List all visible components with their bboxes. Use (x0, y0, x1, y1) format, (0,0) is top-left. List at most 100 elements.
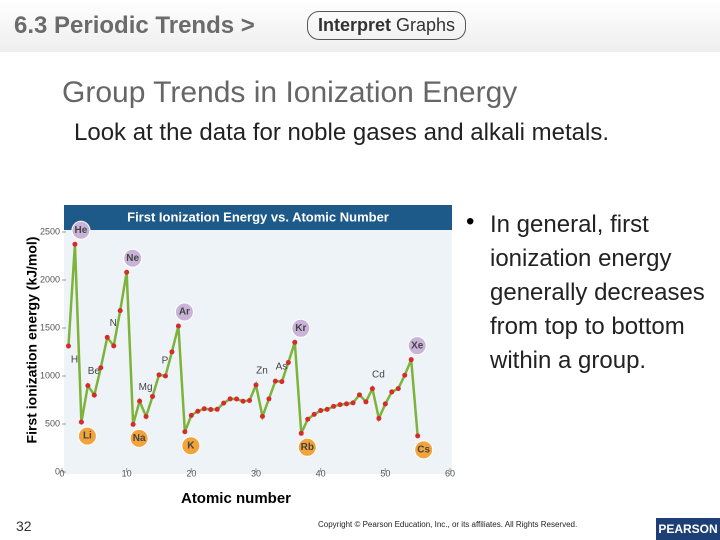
data-point (143, 414, 149, 420)
annotation: N (110, 318, 117, 329)
data-point (253, 382, 259, 388)
data-point (150, 393, 156, 399)
data-point (324, 406, 330, 412)
annotation-badge (414, 440, 434, 460)
annotation: Be (88, 366, 101, 377)
data-point (78, 419, 84, 425)
x-tick-label: 20 (186, 468, 196, 478)
y-tick-label: 1000 (40, 370, 60, 380)
annotation: Cs (417, 445, 430, 456)
data-point (85, 383, 91, 389)
bullet: In general, first ionization energy gene… (490, 211, 705, 374)
annotation-badge (71, 220, 91, 240)
annotation-badge (407, 336, 427, 356)
data-point (402, 372, 408, 378)
annotation-badge (77, 426, 97, 446)
data-point (279, 379, 285, 385)
data-point (188, 412, 194, 418)
data-point (272, 378, 278, 384)
data-point (376, 415, 382, 421)
data-point (266, 396, 272, 402)
annotation: P (162, 355, 169, 366)
annotation-badge (181, 436, 201, 456)
data-point (117, 308, 123, 314)
x-tick-label: 0 (59, 468, 64, 478)
data-point (214, 406, 220, 412)
x-tick-label: 60 (445, 468, 455, 478)
data-point (259, 413, 265, 419)
y-tick-label: 2500 (40, 226, 60, 236)
header (0, 0, 720, 52)
data-point (72, 241, 78, 247)
x-tick-label: 40 (316, 468, 326, 478)
data-point (369, 386, 375, 392)
chart-header (64, 205, 452, 230)
tag[interactable]: Interpret Graphs (307, 11, 467, 40)
data-point (124, 269, 130, 275)
data-point (104, 334, 110, 340)
data-point (201, 406, 207, 412)
data-point (240, 398, 246, 404)
annotation: As (276, 362, 288, 373)
annotation: Rb (301, 442, 314, 453)
data-point (331, 403, 337, 409)
intro: Look at the data for noble gases and alk… (74, 119, 610, 146)
chart-title: First Ionization Energy vs. Atomic Numbe… (127, 209, 389, 224)
y-axis-label: First ionization energy (kJ/mol) (24, 237, 40, 444)
data-point (344, 401, 350, 407)
tag-text: Graphs (396, 15, 456, 35)
annotation-badge (297, 437, 317, 457)
data-point (234, 396, 240, 402)
copyright: Copyright © Pearson Education, Inc., or … (318, 520, 578, 529)
data-point (221, 400, 227, 406)
data-point (356, 392, 362, 398)
data-point (156, 372, 162, 378)
data-point (182, 429, 188, 435)
data-point (408, 357, 414, 363)
data-point (395, 386, 401, 392)
data-point (169, 349, 175, 355)
annotation: Cd (372, 369, 385, 380)
annotation-badge (123, 248, 143, 268)
x-tick-label: 30 (251, 468, 261, 478)
data-point (98, 365, 104, 371)
plot-area (64, 230, 452, 474)
annotation: Ne (126, 253, 139, 264)
annotation: He (75, 225, 88, 236)
data-point (175, 323, 181, 329)
data-point (311, 411, 317, 417)
slide-title: Group Trends in Ionization Energy (62, 76, 518, 109)
annotation-badge (174, 302, 194, 322)
section-title[interactable]: 6.3 Periodic Trends > (14, 12, 255, 39)
annotation-badge (291, 318, 311, 338)
data-point (298, 430, 304, 436)
annotation-badge (129, 428, 149, 448)
annotation: Kr (295, 323, 306, 334)
data-point (65, 343, 71, 349)
data-point (91, 392, 97, 398)
tag-bold: Interpret (318, 15, 392, 35)
page-number: 32 (16, 518, 32, 534)
data-point (305, 416, 311, 422)
bullet-dot: • (466, 208, 475, 235)
logo: PEARSON (656, 518, 720, 540)
data-point (285, 360, 291, 366)
x-tick-label: 10 (122, 468, 132, 478)
x-axis-label: Atomic number (181, 490, 291, 507)
data-point (137, 398, 143, 404)
annotation: Na (133, 433, 146, 444)
data-point (363, 399, 369, 405)
data-point (318, 408, 324, 414)
data-point (337, 402, 343, 408)
data-point (227, 396, 233, 402)
data-point (415, 433, 421, 439)
y-tick-label: 500 (45, 418, 60, 428)
y-tick-label: 1500 (40, 322, 60, 332)
data-point (382, 401, 388, 407)
annotation: Zn (256, 366, 268, 377)
annotation: Mg (139, 382, 153, 393)
data-point (111, 343, 117, 349)
annotation: H (71, 355, 78, 366)
